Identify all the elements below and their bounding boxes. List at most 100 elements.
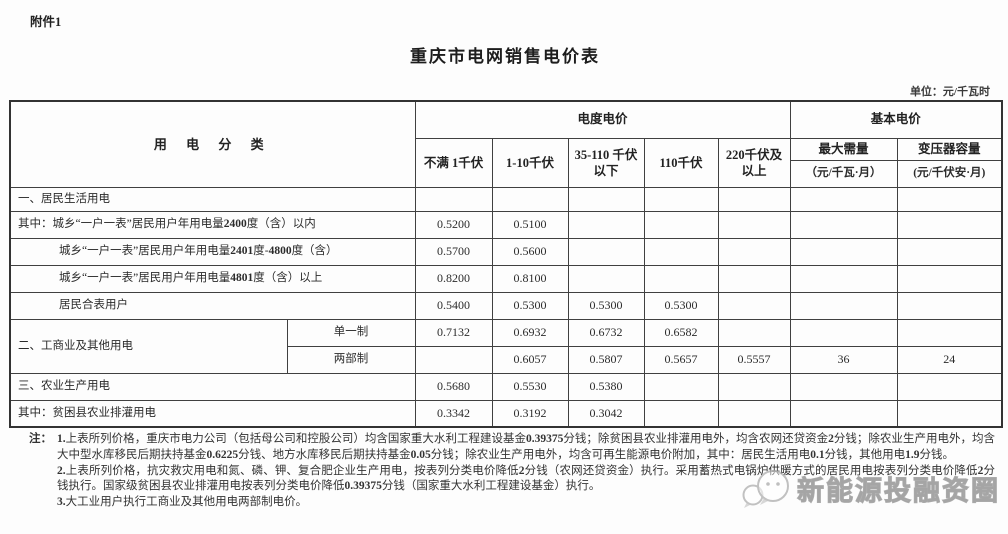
- row-sub-label: 单一制: [286, 318, 416, 347]
- table-row: 两部制 0.6057 0.5807 0.5657 0.5557 36 24: [10, 345, 1003, 374]
- price-cell: 0.6582: [643, 318, 719, 347]
- price-cell: [567, 264, 645, 293]
- price-cell: 0.6932: [491, 318, 569, 347]
- price-cell: [717, 291, 791, 320]
- price-cell: 36: [789, 345, 898, 374]
- price-table: 用 电 分 类 电度电价 基本电价 不满 1千伏 1-10千伏 35-110 千…: [9, 100, 1004, 428]
- unit-note: 单位：元/千瓦时: [909, 86, 990, 98]
- document-title: 重庆市电网销售电价表: [410, 47, 600, 66]
- price-cell: 0.5100: [491, 210, 569, 239]
- price-cell: [717, 210, 791, 239]
- header-transformer-capacity: 变压器容量: [896, 137, 1003, 161]
- price-cell: [789, 318, 898, 347]
- row-label: 居民合表用户: [9, 291, 416, 320]
- price-cell: [789, 291, 898, 320]
- price-cell: 0.5557: [717, 345, 791, 374]
- price-cell: 0.5807: [567, 345, 645, 374]
- header-transformer-capacity-unit: (元/千伏安·月): [896, 159, 1003, 188]
- footnote-1: 1.上表所列价格，重庆市电力公司（包括母公司和控股公司）均含国家重大水利工程建设…: [57, 433, 996, 461]
- table-row: 城乡“一户一表”居民用户年用电量2401度-4800度（含） 0.5700 0.…: [9, 237, 1003, 266]
- row-label: 三、农业生产用电: [9, 372, 416, 401]
- price-cell: [567, 210, 645, 239]
- attachment-label: 附件1: [30, 15, 62, 29]
- footnotes-label: 注：: [29, 433, 52, 445]
- price-cell: 0.3042: [567, 399, 645, 428]
- price-cell: [717, 318, 791, 347]
- price-cell: [643, 264, 719, 293]
- price-cell: [643, 186, 719, 212]
- table-row: 二、工商业及其他用电 单一制 0.7132 0.6932 0.6732 0.65…: [9, 318, 1003, 374]
- header-category: 用 电 分 类: [9, 100, 416, 188]
- price-cell: 0.6057: [491, 345, 569, 374]
- price-cell: 0.8200: [414, 264, 493, 293]
- price-cell: [789, 264, 898, 293]
- price-cell: [717, 399, 791, 428]
- price-cell: 0.5300: [567, 291, 645, 320]
- header-volt-110kv: 110千伏: [643, 137, 719, 188]
- header-energy-price-group: 电度电价: [414, 100, 791, 139]
- price-cell: [896, 237, 1003, 266]
- price-cell: [896, 264, 1003, 293]
- row-label: 其中：贫困县农业排灌用电: [9, 399, 416, 428]
- row-label: 城乡“一户一表”居民用户年用电量4801度（含）以上: [9, 264, 416, 293]
- price-cell: [717, 186, 791, 212]
- price-cell: [643, 237, 719, 266]
- price-cell: 0.8100: [491, 264, 569, 293]
- price-cell: [789, 399, 898, 428]
- header-volt-1-10kv: 1-10千伏: [491, 137, 569, 188]
- price-cell: 0.5600: [491, 237, 569, 266]
- price-cell: [896, 372, 1003, 401]
- price-cell: 0.3192: [491, 399, 569, 428]
- price-cell: [414, 186, 493, 212]
- header-basic-price-group: 基本电价: [789, 100, 1003, 139]
- footnote-2: 2.上表所列价格，抗灾救灾用电和氮、磷、钾、复合肥企业生产用电，按表列分类电价降…: [57, 464, 995, 493]
- header-volt-under-1kv: 不满 1千伏: [414, 137, 493, 188]
- header-volt-35-110kv: 35-110 千伏以下: [567, 137, 645, 188]
- price-cell: [896, 210, 1003, 239]
- price-cell: 0.7132: [414, 318, 493, 347]
- header-max-demand: 最大需量: [789, 137, 898, 161]
- table-header-row: （元/千瓦·月） (元/千伏安·月): [10, 159, 1003, 188]
- price-cell: 0.5380: [567, 372, 645, 401]
- price-cell: 0.5700: [414, 237, 493, 266]
- row-sub-label: 两部制: [286, 345, 416, 374]
- price-cell: [717, 372, 791, 401]
- price-cell: [491, 186, 569, 212]
- table-row: 居民合表用户 0.5400 0.5300 0.5300 0.5300: [9, 291, 1003, 320]
- table-row: 其中：城乡“一户一表”居民用户年用电量2400度（含）以内 0.5200 0.5…: [9, 210, 1003, 239]
- header-volt-220kv-up: 220千伏及以上: [717, 137, 791, 188]
- price-cell: [717, 264, 791, 293]
- price-cell: [896, 318, 1003, 347]
- price-cell: 0.5680: [414, 372, 493, 401]
- price-cell: [414, 345, 493, 374]
- price-cell: [789, 210, 898, 239]
- price-cell: 0.5300: [491, 291, 569, 320]
- row-label: 一、居民生活用电: [9, 186, 416, 212]
- price-cell: [643, 210, 719, 239]
- price-cell: [717, 237, 791, 266]
- price-cell: 0.5200: [414, 210, 493, 239]
- price-cell: 0.5530: [491, 372, 569, 401]
- price-cell: 0.5400: [414, 291, 493, 320]
- price-cell: [567, 237, 645, 266]
- header-max-demand-unit: （元/千瓦·月）: [789, 159, 898, 188]
- price-cell: [896, 186, 1003, 212]
- price-cell: [789, 372, 898, 401]
- price-cell: [896, 291, 1003, 320]
- table-row: 城乡“一户一表”居民用户年用电量4801度（含）以上 0.8200 0.8100: [9, 264, 1003, 293]
- price-cell: [643, 372, 719, 401]
- footnotes: 注： 1.上表所列价格，重庆市电力公司（包括母公司和控股公司）均含国家重大水利工…: [29, 432, 995, 511]
- price-cell: 0.3342: [414, 399, 493, 428]
- price-cell: [789, 237, 898, 266]
- price-cell: 0.5300: [643, 291, 719, 320]
- table-header-row: 用 电 分 类 电度电价 基本电价: [9, 100, 1003, 188]
- table-row: 其中：贫困县农业排灌用电 0.3342 0.3192 0.3042: [9, 399, 1003, 428]
- price-cell: 0.6732: [567, 318, 645, 347]
- price-cell: [789, 186, 898, 212]
- price-cell: 0.5657: [643, 345, 719, 374]
- price-cell: [567, 186, 645, 212]
- table-row: 一、居民生活用电: [9, 186, 1003, 212]
- row-label: 二、工商业及其他用电: [9, 318, 288, 374]
- row-label: 其中：城乡“一户一表”居民用户年用电量2400度（含）以内: [9, 210, 416, 239]
